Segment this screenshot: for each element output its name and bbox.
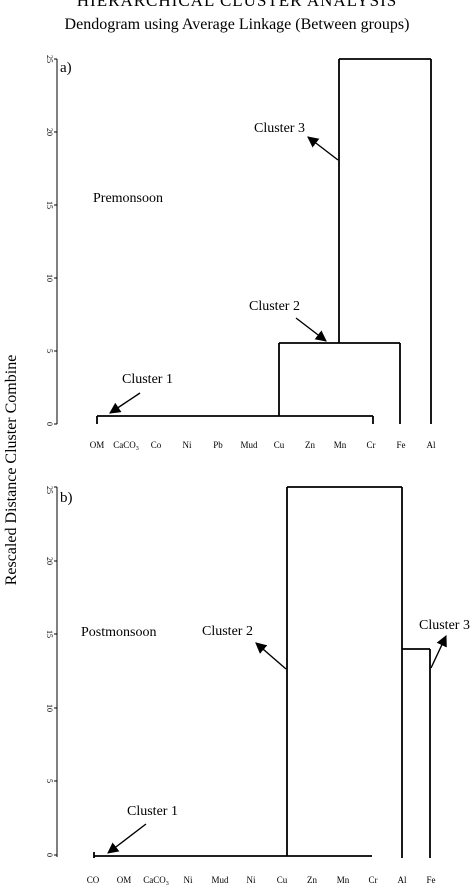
- panel-a-cluster3-label: Cluster 3: [254, 121, 305, 136]
- panel-b-label: b): [60, 490, 73, 506]
- panel-b-xtick-al: Al: [398, 875, 407, 885]
- panel-a-cluster3-arrow: [307, 136, 339, 161]
- panel-b-cluster1-arrow: [107, 823, 147, 854]
- panel-b-xticks: CO OM CaCO3 Ni Mud Ni Cu Zn Mn Cr Al Fe: [87, 875, 436, 887]
- panel-b-cluster3-arrow: [430, 634, 447, 669]
- panel-a-xtick-mn: Mn: [334, 440, 347, 450]
- panel-b: 0 5 10 15 20 25 b) Postmonsoon Cluster 1…: [45, 486, 470, 887]
- panel-a-xtick-ni: Ni: [183, 440, 192, 450]
- panel-b-season: Postmonsoon: [81, 625, 156, 640]
- panel-a-ytick-label: 10: [45, 274, 54, 282]
- panel-a-xtick-cu: Cu: [274, 440, 285, 450]
- panel-b-dendrogram: [93, 486, 431, 858]
- panel-a-xtick-al: Al: [427, 440, 436, 450]
- panel-b-ytick-label: 0: [45, 853, 54, 857]
- panel-b-xtick-cr: Cr: [369, 875, 378, 885]
- panel-b-xtick-mn: Mn: [337, 875, 350, 885]
- panel-a-xtick-caco3: CaCO3: [113, 440, 139, 452]
- panel-b-xtick-ni: Ni: [184, 875, 193, 885]
- panel-b-xtick-fe: Fe: [427, 875, 436, 885]
- panel-b-xtick-om: OM: [117, 875, 132, 885]
- figure-title: HIERARCHICAL CLUSTER ANALYSIS: [76, 0, 398, 10]
- panel-b-xtick-caco3: CaCO3: [143, 875, 169, 887]
- panel-a-cluster2-arrow: [295, 317, 327, 342]
- panel-b-xtick-zn: Zn: [307, 875, 317, 885]
- panel-a-cluster1-label: Cluster 1: [122, 372, 173, 387]
- panel-a-ytick-label: 15: [45, 201, 54, 209]
- panel-a-ytick-label: 25: [45, 55, 54, 63]
- figure-subtitle: Dendogram using Average Linkage (Between…: [64, 16, 410, 33]
- panel-a-xtick-zn: Zn: [305, 440, 315, 450]
- panel-a-dendrogram: [96, 58, 432, 424]
- panel-a-ytick-label: 20: [45, 128, 54, 136]
- panel-a-xtick-om: OM: [90, 440, 105, 450]
- panel-a-xtick-cr: Cr: [367, 440, 376, 450]
- panel-a-label: a): [60, 60, 72, 76]
- panel-b-y-ticks: 0 5 10 15 20 25: [45, 486, 57, 857]
- panel-a-ytick-label: 0: [45, 422, 54, 426]
- panel-a-xtick-pb: Pb: [213, 440, 223, 450]
- panel-b-cluster1-label: Cluster 1: [127, 804, 178, 819]
- panel-a-xticks: OM CaCO3 Co Ni Pb Mud Cu Zn Mn Cr Fe Al: [90, 440, 436, 452]
- panel-a-xtick-fe: Fe: [397, 440, 406, 450]
- panel-a-cluster1-arrow: [109, 392, 141, 414]
- panel-b-cluster2-label: Cluster 2: [202, 624, 253, 639]
- panel-a-xtick-mud: Mud: [240, 440, 258, 450]
- panel-b-xtick-co: CO: [87, 875, 100, 885]
- panel-a-cluster2-label: Cluster 2: [249, 299, 300, 314]
- panel-b-cluster2-arrow: [255, 642, 287, 670]
- panel-b-xtick-mud: Mud: [211, 875, 229, 885]
- panel-b-ytick-label: 25: [45, 486, 54, 494]
- panel-b-ytick-label: 5: [45, 779, 54, 783]
- panel-b-xtick-ni2: Ni: [247, 875, 256, 885]
- panel-b-xtick-cu: Cu: [277, 875, 288, 885]
- panel-b-cluster3-label: Cluster 3: [419, 618, 470, 633]
- panel-a-ytick-label: 5: [45, 349, 54, 353]
- panel-b-ytick-label: 10: [45, 704, 54, 712]
- panel-a: 0 5 10 15 20 25 a) Premonsoon Cluster 1 …: [45, 55, 436, 452]
- panel-a-xtick-co: Co: [151, 440, 162, 450]
- panel-b-ytick-label: 15: [45, 630, 54, 638]
- panel-b-ytick-label: 20: [45, 557, 54, 565]
- panel-a-season: Premonsoon: [93, 191, 163, 206]
- panel-a-y-ticks: 0 5 10 15 20 25: [45, 55, 57, 426]
